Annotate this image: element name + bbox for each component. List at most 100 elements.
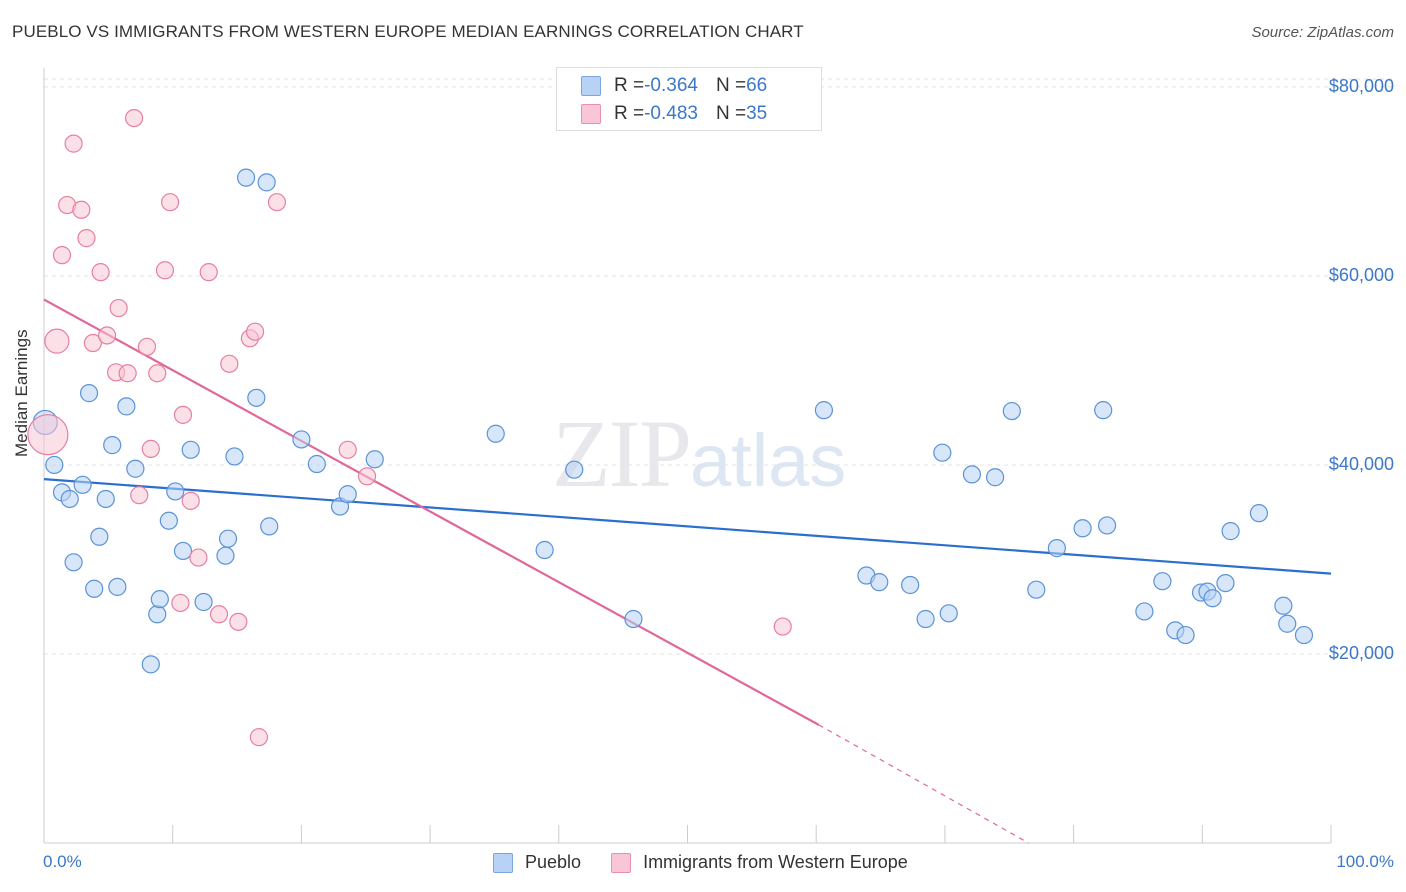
pueblo-point bbox=[181, 440, 200, 459]
immigrants-point bbox=[171, 593, 190, 613]
x-tick-label-min: 0.0% bbox=[43, 852, 82, 871]
immigrants-trend-line bbox=[43, 298, 820, 726]
immigrants-point bbox=[130, 486, 149, 505]
y-tick-label: $40,000 bbox=[1328, 453, 1394, 474]
pueblo-point bbox=[1153, 572, 1172, 591]
pueblo-point bbox=[985, 468, 1005, 487]
immigrants-point bbox=[137, 337, 157, 356]
pueblo-swatch bbox=[581, 76, 601, 96]
y-tick-label: $20,000 bbox=[1328, 642, 1394, 663]
immigrants-point bbox=[141, 439, 160, 458]
watermark: ZIPatlas bbox=[552, 398, 846, 509]
pueblo-point bbox=[933, 443, 952, 462]
pueblo-point bbox=[1294, 625, 1314, 645]
axes bbox=[43, 68, 1332, 844]
data-points bbox=[27, 108, 1314, 747]
immigrants-point bbox=[124, 108, 144, 128]
pueblo-point bbox=[1097, 516, 1117, 535]
pueblo-point bbox=[79, 384, 99, 403]
pueblo-point bbox=[45, 455, 64, 475]
immigrants-point bbox=[189, 548, 208, 567]
pueblo-point bbox=[292, 430, 311, 449]
pueblo-point bbox=[1278, 614, 1297, 633]
pueblo-point bbox=[1221, 522, 1240, 541]
immigrants-point bbox=[773, 617, 792, 636]
legend-r-label: R = bbox=[614, 103, 645, 124]
immigrants-point bbox=[173, 405, 193, 424]
immigrants-point bbox=[220, 354, 239, 373]
immigrants-point bbox=[199, 263, 218, 282]
pueblo-point bbox=[159, 511, 178, 530]
pueblo-point bbox=[225, 447, 244, 466]
immigrants-point bbox=[209, 605, 229, 624]
immigrants-point bbox=[181, 491, 200, 510]
immigrants-point bbox=[357, 467, 377, 486]
immigrants-point bbox=[64, 134, 83, 153]
pueblo-trend-line bbox=[43, 478, 1332, 575]
legend-item-pueblo: Pueblo bbox=[493, 852, 581, 873]
immigrants-point bbox=[155, 261, 175, 280]
pueblo-point bbox=[166, 482, 185, 501]
immigrants-point bbox=[77, 229, 96, 248]
pueblo-point bbox=[1176, 625, 1195, 645]
y-axis-label: Median Earnings bbox=[12, 329, 31, 457]
pueblo-point bbox=[939, 604, 958, 623]
pueblo-point bbox=[257, 173, 276, 192]
pueblo-swatch bbox=[493, 852, 513, 873]
immigrants-point bbox=[245, 322, 265, 341]
pueblo-point bbox=[565, 460, 584, 479]
pueblo-point bbox=[338, 485, 357, 504]
immigrants-point bbox=[91, 263, 110, 282]
legend-n-label: N = bbox=[715, 75, 747, 96]
pueblo-point bbox=[236, 168, 256, 187]
legend-n-value: 66 bbox=[746, 75, 768, 96]
pueblo-point bbox=[1203, 589, 1222, 608]
immigrants-point bbox=[148, 364, 167, 383]
legend-row-immigrants: R = -0.483 N = 35 bbox=[581, 102, 767, 126]
pueblo-point bbox=[108, 577, 127, 596]
correlation-legend: R = -0.364 N = 66 R = -0.483 N = 35 bbox=[556, 67, 822, 131]
legend-label-pueblo: Pueblo bbox=[525, 852, 582, 872]
pueblo-point bbox=[64, 553, 83, 572]
pueblo-point bbox=[150, 590, 169, 609]
pueblo-point bbox=[126, 459, 145, 478]
pueblo-point bbox=[1216, 573, 1235, 593]
pueblo-point bbox=[1047, 539, 1066, 558]
immigrants-point bbox=[109, 298, 128, 318]
immigrants-point bbox=[72, 200, 91, 219]
watermark-zip: ZIP bbox=[552, 400, 692, 507]
watermark-atlas: atlas bbox=[690, 419, 847, 502]
immigrants-point bbox=[83, 333, 103, 353]
immigrants-point bbox=[161, 193, 180, 212]
pueblo-point bbox=[117, 397, 136, 416]
trend-lines bbox=[43, 298, 1332, 844]
y-tick-label: $80,000 bbox=[1328, 75, 1394, 96]
pueblo-point bbox=[1135, 602, 1154, 621]
immigrants-point bbox=[52, 246, 72, 265]
immigrants-point bbox=[27, 414, 69, 456]
immigrants-point bbox=[249, 728, 269, 747]
immigrants-point bbox=[97, 326, 117, 345]
pueblo-point bbox=[916, 609, 935, 629]
pueblo-point bbox=[307, 454, 326, 474]
pueblo-point bbox=[103, 436, 122, 455]
pueblo-point bbox=[218, 529, 238, 548]
legend-r-value: -0.364 bbox=[644, 75, 698, 96]
legend-r-label: R = bbox=[614, 75, 645, 96]
pueblo-point bbox=[870, 573, 889, 592]
chart-title: PUEBLO VS IMMIGRANTS FROM WESTERN EUROPE… bbox=[12, 22, 804, 41]
pueblo-point bbox=[148, 605, 167, 624]
pueblo-point bbox=[60, 489, 79, 509]
pueblo-point bbox=[216, 546, 235, 565]
pueblo-point bbox=[96, 489, 115, 509]
legend-r-value: -0.483 bbox=[644, 103, 698, 124]
pueblo-point bbox=[73, 475, 92, 494]
immigrants-swatch bbox=[611, 852, 632, 873]
immigrants-swatch bbox=[581, 104, 601, 124]
series-legend: Pueblo Immigrants from Western Europe bbox=[493, 852, 938, 873]
pueblo-point bbox=[260, 517, 279, 536]
legend-n-label: N = bbox=[715, 103, 747, 124]
pueblo-point bbox=[1249, 504, 1269, 523]
pueblo-point bbox=[624, 609, 643, 629]
y-tick-label: $60,000 bbox=[1328, 264, 1394, 285]
